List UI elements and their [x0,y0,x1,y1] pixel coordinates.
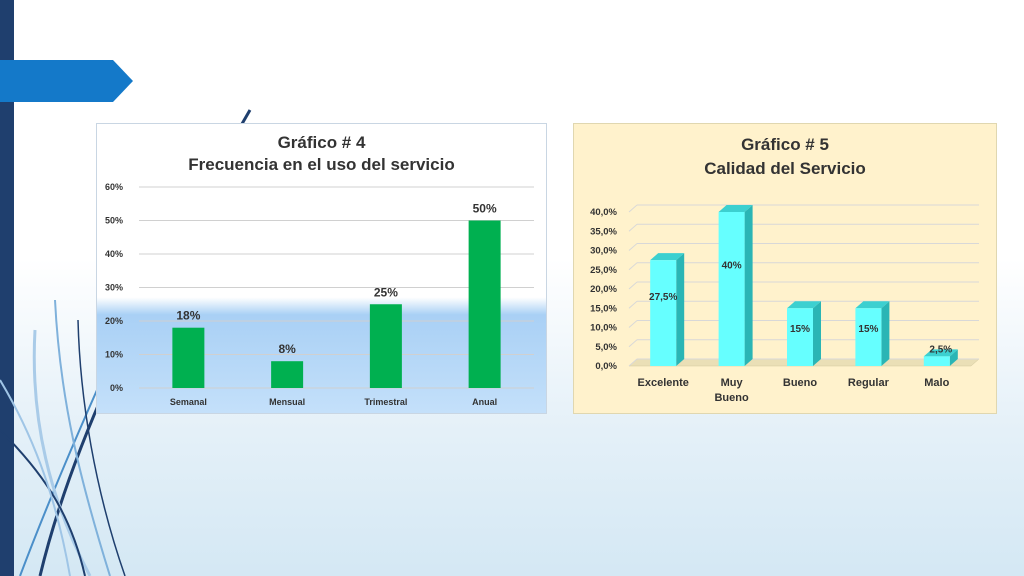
bar-top [787,301,821,309]
gridline [628,223,638,232]
y-tick-label: 10% [105,350,123,360]
y-tick-label: 10,0% [590,323,617,334]
gridline [628,262,638,271]
bar [718,212,745,366]
gridline [628,281,638,290]
bar [468,220,501,388]
bar [650,260,677,366]
chart-title: Gráfico # 5 [741,135,829,154]
x-tick-label: Bueno [783,377,818,389]
y-tick-label: 50% [105,216,123,226]
bar-side [676,253,685,366]
gridline [628,358,638,367]
y-tick-label: 35,0% [590,226,617,237]
chart-subtitle: Calidad del Servicio [704,159,866,178]
x-tick-label: Trimestral [364,397,407,407]
data-label: 27,5% [649,292,677,303]
gridline [628,320,638,328]
bar [855,308,882,366]
y-tick-label: 20% [105,316,123,326]
x-tick-label: Regular [848,377,890,389]
bar-side [813,301,821,366]
y-tick-label: 30% [105,283,123,293]
data-label: 18% [176,309,200,323]
data-label: 15% [790,324,810,335]
y-tick-label: 30,0% [590,246,617,257]
bar [787,308,813,366]
chart-frequency-panel: Gráfico # 4 Frecuencia en el uso del ser… [96,123,547,414]
chart-subtitle: Frecuencia en el uso del servicio [188,155,455,174]
data-label: 8% [278,342,296,356]
data-label: 15% [858,324,878,335]
bar-top [923,349,958,357]
chart-quality-panel: Gráfico # 5 Calidad del Servicio 0,0% 5,0… [573,123,997,414]
bar-top [650,253,685,261]
bar-side [881,301,890,366]
left-edge-bar [0,0,14,576]
title-arrow-tab [0,60,133,102]
frequency-bar-chart: 0% 10% 20% 30% 40% 50% 60% 18% Semanal 8% Mensual 2… [105,182,534,407]
bar-top [855,301,890,309]
bar-side [744,205,753,366]
gridline [628,339,638,348]
x-tick-label: Muy [721,377,744,389]
chart-title: Gráfico # 4 [277,133,366,152]
curve-line [0,429,86,576]
gridline [628,300,638,309]
curve-line [32,329,92,576]
y-tick-label: 25,0% [590,265,617,276]
y-tick-label: 40% [105,249,123,259]
bar [172,327,205,388]
curve-line [54,299,111,576]
bar-side [949,349,958,366]
y-tick-label: 20,0% [590,284,617,295]
quality-bar-chart: 0,0% 5,0% 10,0% 15,0% 20,0% 25,0% 30,0% 35,0% 40… [590,204,980,404]
bar [369,304,402,388]
gridline [628,243,638,251]
x-tick-label: Anual [472,397,497,407]
x-tick-label: Excelente [638,377,689,389]
y-tick-label: 40,0% [590,207,617,218]
curve-line [0,379,71,576]
x-tick-label: Mensual [269,397,305,407]
x-tick-label: Semanal [170,397,207,407]
x-tick-label: Bueno [714,392,749,404]
data-label: 50% [473,202,497,216]
data-label: 40% [722,260,742,271]
bar [923,356,950,366]
x-tick-label: Malo [924,377,949,389]
curve-line [77,319,126,576]
bar [271,361,304,388]
y-tick-label: 5,0% [595,342,617,353]
gridline [628,204,638,213]
data-label: 2,5% [929,344,952,355]
data-label: 25% [374,285,398,299]
y-tick-label: 0% [110,383,123,393]
y-tick-label: 60% [105,182,123,192]
y-tick-label: 15,0% [590,303,617,314]
bar-top [718,205,753,212]
y-tick-label: 0,0% [595,361,617,372]
